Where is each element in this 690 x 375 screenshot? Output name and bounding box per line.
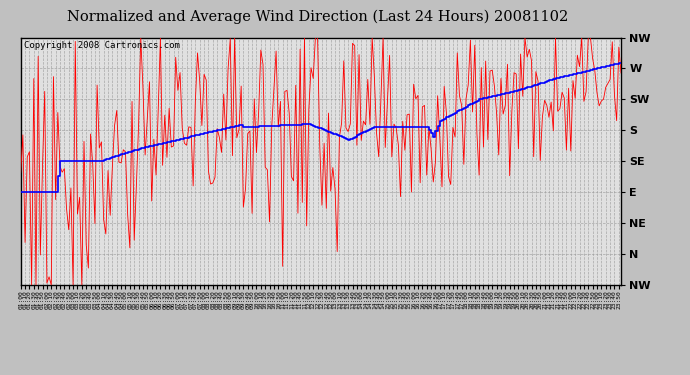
Text: Copyright 2008 Cartronics.com: Copyright 2008 Cartronics.com bbox=[23, 41, 179, 50]
Text: Normalized and Average Wind Direction (Last 24 Hours) 20081102: Normalized and Average Wind Direction (L… bbox=[67, 9, 568, 24]
